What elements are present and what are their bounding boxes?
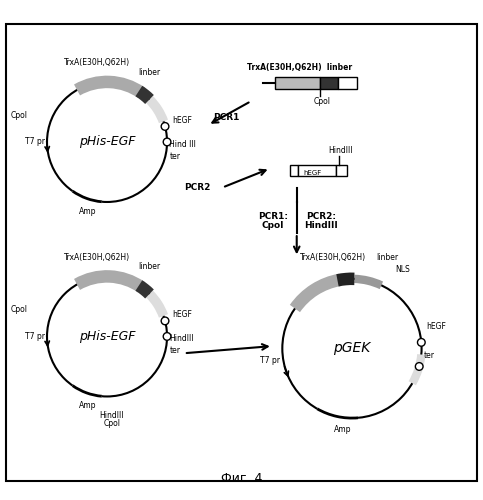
Bar bbox=[298, 165, 336, 175]
Circle shape bbox=[415, 362, 423, 370]
Text: pHis-EGF: pHis-EGF bbox=[79, 330, 135, 343]
Text: PCR2: PCR2 bbox=[184, 184, 210, 192]
Text: PCR1: PCR1 bbox=[213, 114, 239, 122]
Text: TrxA(E30H,Q62H): TrxA(E30H,Q62H) bbox=[64, 252, 130, 262]
Text: Фиг. 4: Фиг. 4 bbox=[221, 472, 262, 484]
Text: T7 pr: T7 pr bbox=[260, 356, 280, 365]
Text: HindIII: HindIII bbox=[304, 222, 338, 230]
Text: ter: ter bbox=[424, 351, 435, 360]
Text: HindIII: HindIII bbox=[99, 411, 124, 420]
FancyBboxPatch shape bbox=[6, 24, 477, 480]
Text: PCR1:: PCR1: bbox=[258, 212, 288, 221]
Text: T7 pr: T7 pr bbox=[25, 332, 44, 341]
Circle shape bbox=[161, 122, 169, 130]
Text: linber: linber bbox=[138, 262, 160, 271]
Text: PCR2:: PCR2: bbox=[306, 212, 336, 221]
Text: linber: linber bbox=[376, 252, 398, 262]
Text: CpoI: CpoI bbox=[261, 222, 284, 230]
Text: hEGF: hEGF bbox=[172, 310, 192, 319]
Bar bbox=[336, 165, 347, 175]
Text: ter: ter bbox=[170, 152, 181, 161]
Bar bbox=[338, 77, 357, 89]
Circle shape bbox=[163, 332, 171, 340]
Text: HindIII: HindIII bbox=[328, 146, 353, 155]
Text: CpoI: CpoI bbox=[11, 111, 28, 120]
Text: Hind III: Hind III bbox=[170, 140, 197, 149]
Text: linber: linber bbox=[138, 68, 160, 76]
Text: TrxA(E30H,Q62H): TrxA(E30H,Q62H) bbox=[64, 58, 130, 67]
Text: T7 pr: T7 pr bbox=[25, 138, 44, 146]
Text: pGEK: pGEK bbox=[333, 342, 370, 355]
Text: ter: ter bbox=[170, 346, 181, 355]
Text: TrxA(E30H,Q62H): TrxA(E30H,Q62H) bbox=[299, 252, 366, 262]
Text: HindIII: HindIII bbox=[170, 334, 194, 343]
Bar bbox=[320, 77, 338, 89]
Text: hEGF: hEGF bbox=[172, 116, 192, 124]
Circle shape bbox=[163, 138, 171, 146]
Bar bbox=[289, 165, 298, 175]
Circle shape bbox=[161, 317, 169, 324]
Bar bbox=[275, 77, 320, 89]
Text: hEGF: hEGF bbox=[303, 170, 322, 176]
Text: Amp: Amp bbox=[79, 207, 97, 216]
Text: Amp: Amp bbox=[334, 426, 351, 434]
Text: pHis-EGF: pHis-EGF bbox=[79, 136, 135, 148]
Text: CpoI: CpoI bbox=[103, 419, 120, 428]
Text: NLS: NLS bbox=[395, 264, 410, 274]
Text: hEGF: hEGF bbox=[426, 322, 446, 331]
Text: CpoI: CpoI bbox=[11, 306, 28, 314]
Text: CpoI: CpoI bbox=[314, 96, 331, 106]
Text: TrxA(E30H,Q62H)  linber: TrxA(E30H,Q62H) linber bbox=[247, 63, 352, 72]
Text: Amp: Amp bbox=[79, 402, 97, 410]
Circle shape bbox=[417, 338, 425, 346]
